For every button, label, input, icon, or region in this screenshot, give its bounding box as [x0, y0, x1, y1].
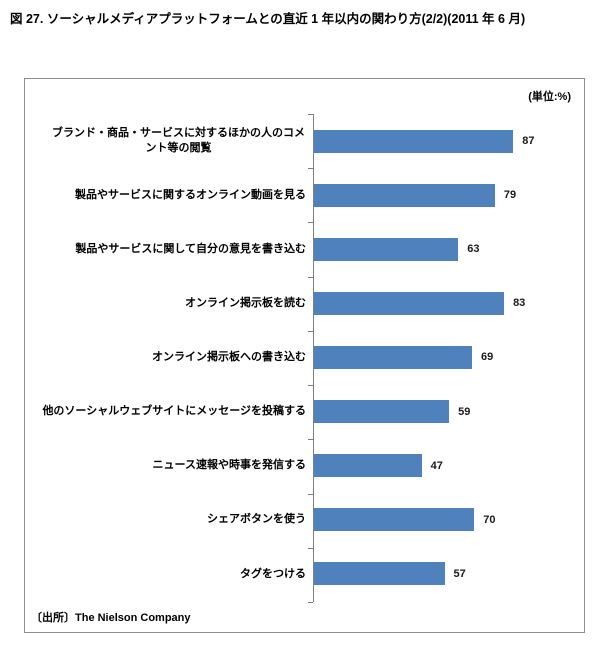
value-label: 59	[458, 405, 471, 418]
axis-tick	[308, 168, 313, 169]
value-label: 79	[503, 189, 517, 202]
axis-tick	[308, 494, 313, 495]
bar	[314, 562, 445, 586]
bar-zone: 83	[314, 276, 584, 330]
bar-zone: 63	[314, 222, 584, 276]
category-label: ブランド・商品・サービスに対するほかの人のコメント等の閲覧	[52, 127, 305, 155]
bar-zone: 69	[314, 330, 584, 384]
value-label: 69	[481, 351, 494, 364]
axis-tick	[308, 277, 313, 278]
chart-row: 他のソーシャルウェブサイトにメッセージを投稿する 59	[25, 385, 584, 439]
value-label: 57	[453, 567, 466, 580]
chart-row: オンライン掲示板を読む 83	[25, 276, 584, 330]
category-label: 他のソーシャルウェブサイトにメッセージを投稿する	[42, 405, 306, 418]
chart-area: (単位:%) ブランド・商品・サービスに対するほかの人のコメント等の閲覧 87 製品…	[24, 78, 585, 633]
chart-row: 製品やサービスに関して自分の意見を書き込む 63	[25, 222, 584, 276]
bar-zone: 47	[314, 439, 584, 493]
chart-title: 図 27. ソーシャルメディアプラットフォームとの直近 1 年以内の関わり方(2…	[10, 12, 526, 26]
category-label: オンライン掲示板を読む	[185, 296, 306, 309]
axis-tick	[308, 385, 313, 386]
value-label: 63	[467, 243, 480, 256]
bar	[314, 237, 459, 261]
bar	[314, 183, 495, 207]
category-label: ニュース速報や時事を発信する	[152, 459, 306, 472]
value-label: 47	[430, 459, 443, 472]
bar	[314, 291, 505, 315]
source-note: 〔出所〕The Nielson Company	[31, 612, 191, 624]
chart-row: 製品やサービスに関するオンライン動画を見る 79	[25, 168, 584, 222]
bar	[314, 129, 514, 153]
category-label: 製品やサービスに関するオンライン動画を見る	[75, 188, 306, 201]
category-label: タグをつける	[240, 567, 306, 580]
bar	[314, 508, 475, 532]
category-label: オンライン掲示板への書き込む	[152, 351, 306, 364]
bar-zone: 57	[314, 547, 584, 601]
bar	[314, 400, 450, 424]
y-axis-line	[313, 114, 314, 602]
chart-row: シェアボタンを使う 70	[25, 493, 584, 547]
axis-tick	[308, 602, 313, 603]
axis-tick	[308, 331, 313, 332]
axis-tick	[308, 439, 313, 440]
value-label: 87	[522, 135, 535, 148]
value-label: 70	[483, 513, 496, 526]
bar-zone: 59	[314, 385, 584, 439]
value-label: 83	[513, 297, 526, 310]
bar-zone: 70	[314, 493, 584, 547]
axis-tick	[308, 114, 313, 115]
bar-zone: 79	[314, 168, 584, 222]
axis-tick	[308, 222, 313, 223]
chart-row: オンライン掲示板への書き込む 69	[25, 330, 584, 384]
category-label: シェアボタンを使う	[207, 513, 306, 526]
chart-row: ブランド・商品・サービスに対するほかの人のコメント等の閲覧 87	[25, 114, 584, 168]
axis-tick	[308, 548, 313, 549]
chart-row: ニュース速報や時事を発信する 47	[25, 439, 584, 493]
bar-zone: 87	[314, 114, 584, 168]
unit-label: (単位:%)	[528, 91, 571, 103]
chart-row: タグをつける 57	[25, 547, 584, 601]
plot-area: ブランド・商品・サービスに対するほかの人のコメント等の閲覧 87 製品やサービスに関…	[25, 114, 584, 601]
bar	[314, 345, 472, 369]
category-label: 製品やサービスに関して自分の意見を書き込む	[75, 242, 306, 255]
bar	[314, 454, 422, 478]
